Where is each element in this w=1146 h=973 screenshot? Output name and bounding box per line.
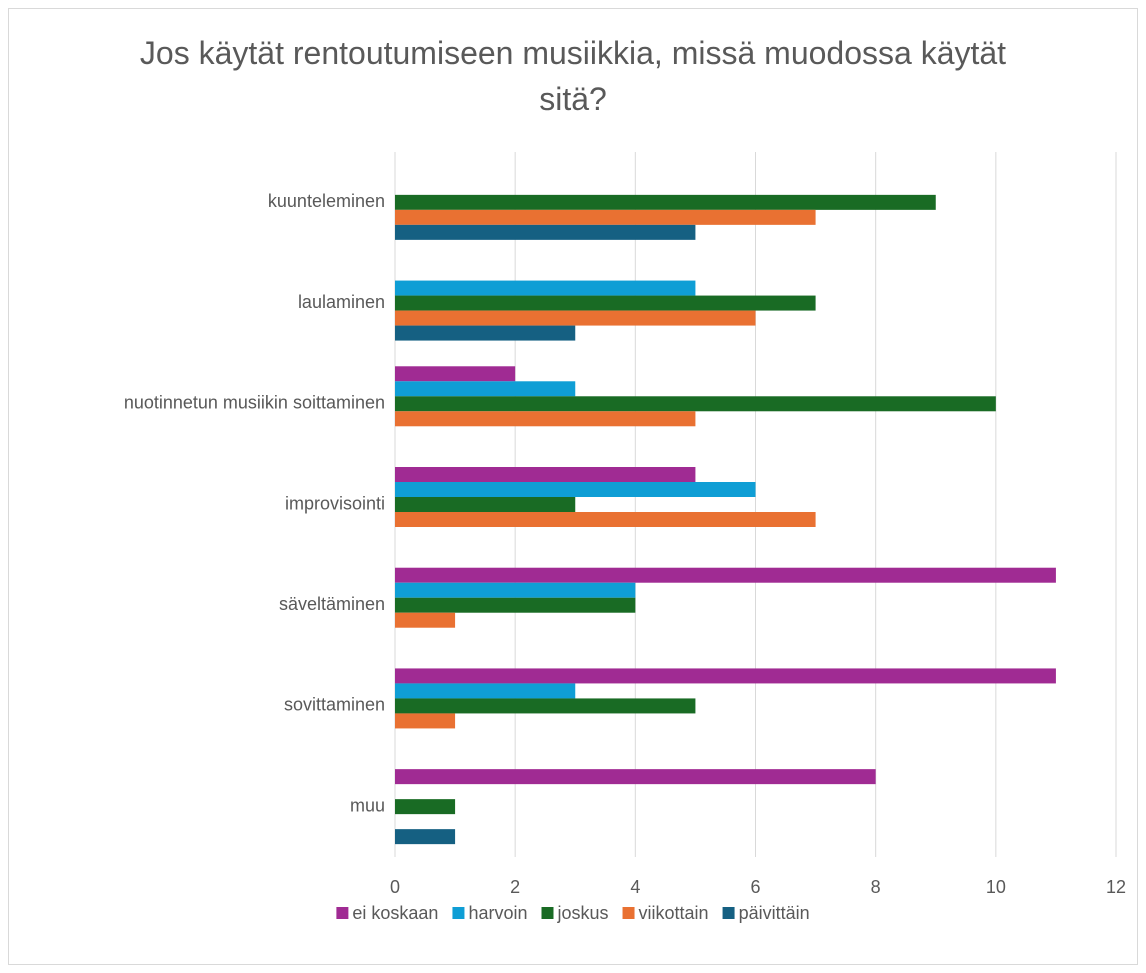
x-tick-label: 4 bbox=[630, 877, 640, 897]
legend-label: joskus bbox=[557, 903, 609, 923]
legend-label: ei koskaan bbox=[352, 903, 438, 923]
legend-swatch bbox=[622, 907, 635, 919]
bar bbox=[395, 224, 696, 240]
bar bbox=[395, 567, 1056, 583]
bar bbox=[395, 295, 816, 311]
bar bbox=[395, 597, 636, 613]
legend-swatch bbox=[452, 907, 465, 919]
legend-label: harvoin bbox=[468, 903, 527, 923]
bar bbox=[395, 482, 756, 497]
bar bbox=[395, 683, 576, 699]
y-tick-label: muu bbox=[350, 795, 385, 815]
x-tick-label: 8 bbox=[871, 877, 881, 897]
bar bbox=[395, 829, 456, 845]
bar bbox=[395, 366, 516, 382]
bar bbox=[395, 467, 696, 482]
bar bbox=[395, 713, 456, 729]
legend-label: päivittäin bbox=[739, 903, 810, 923]
bar bbox=[395, 668, 1056, 684]
bar bbox=[395, 381, 576, 397]
bar bbox=[395, 411, 696, 427]
x-tick-label: 2 bbox=[510, 877, 520, 897]
bar bbox=[395, 497, 576, 512]
chart-title: Jos käytät rentoutumiseen musiikkia, mis… bbox=[139, 35, 1007, 117]
bar bbox=[395, 698, 696, 714]
bar bbox=[395, 325, 576, 341]
bar bbox=[395, 194, 936, 210]
x-tick-label: 12 bbox=[1106, 877, 1126, 897]
bar bbox=[395, 310, 756, 326]
bar bbox=[395, 612, 456, 628]
x-tick-label: 10 bbox=[986, 877, 1006, 897]
bar bbox=[395, 280, 696, 296]
bar bbox=[395, 512, 816, 527]
x-tick-label: 0 bbox=[390, 877, 400, 897]
legend-swatch bbox=[722, 907, 735, 919]
legend-swatch bbox=[541, 907, 554, 919]
bar bbox=[395, 769, 876, 785]
y-tick-label: laulaminen bbox=[298, 292, 385, 312]
bar bbox=[395, 799, 456, 815]
y-tick-label: sovittaminen bbox=[284, 695, 385, 715]
bar bbox=[395, 209, 816, 225]
legend-swatch bbox=[336, 907, 349, 919]
x-tick-label: 6 bbox=[750, 877, 760, 897]
bar bbox=[395, 582, 636, 598]
y-tick-label: nuotinnetun musiikin soittaminen bbox=[124, 393, 385, 413]
bar bbox=[395, 396, 996, 412]
y-tick-label: kuunteleminen bbox=[268, 191, 385, 211]
y-tick-label: improvisointi bbox=[285, 493, 385, 513]
legend-label: viikottain bbox=[639, 903, 709, 923]
y-tick-label: säveltäminen bbox=[279, 594, 385, 614]
